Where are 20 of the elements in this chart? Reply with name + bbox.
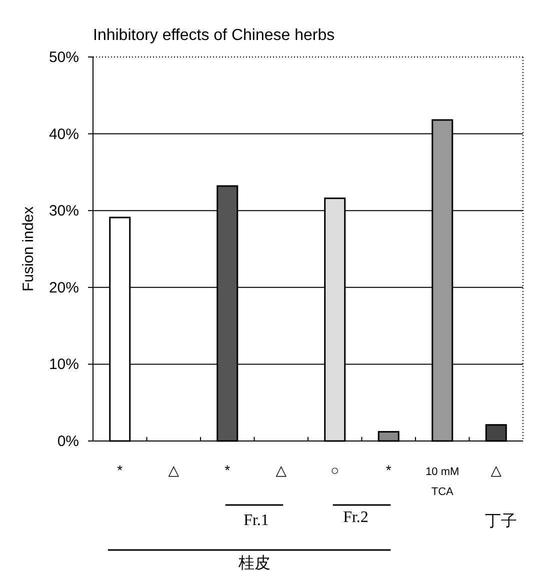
text: Fr.1: [244, 512, 269, 529]
x-tick-label: △: [490, 462, 502, 478]
x-tick-label: 10 mM TCA: [426, 466, 460, 498]
text: 丁子: [485, 513, 518, 530]
y-tick-label: 30%: [48, 202, 79, 220]
chart-title: Inhibitory effects of Chinese herbs: [93, 27, 335, 44]
y-tick-label: 0%: [57, 433, 79, 450]
text: 桂皮: [237, 554, 270, 571]
x-tick-label: *: [224, 462, 231, 478]
x-tick-label: △: [276, 462, 287, 478]
y-tick-label: 10%: [48, 356, 79, 374]
x-tick-label: *: [117, 462, 124, 478]
x-tick-label: ○: [330, 462, 340, 478]
y-tick-label: 40%: [48, 126, 79, 143]
x-tick-label: △: [168, 462, 180, 478]
y-axis-title: Fusion index: [20, 206, 37, 292]
y-tick-label: 50%: [48, 49, 79, 66]
x-tick-label: *: [386, 462, 392, 478]
text: Fr.2: [343, 509, 368, 526]
y-tick-label: 20%: [48, 279, 79, 296]
